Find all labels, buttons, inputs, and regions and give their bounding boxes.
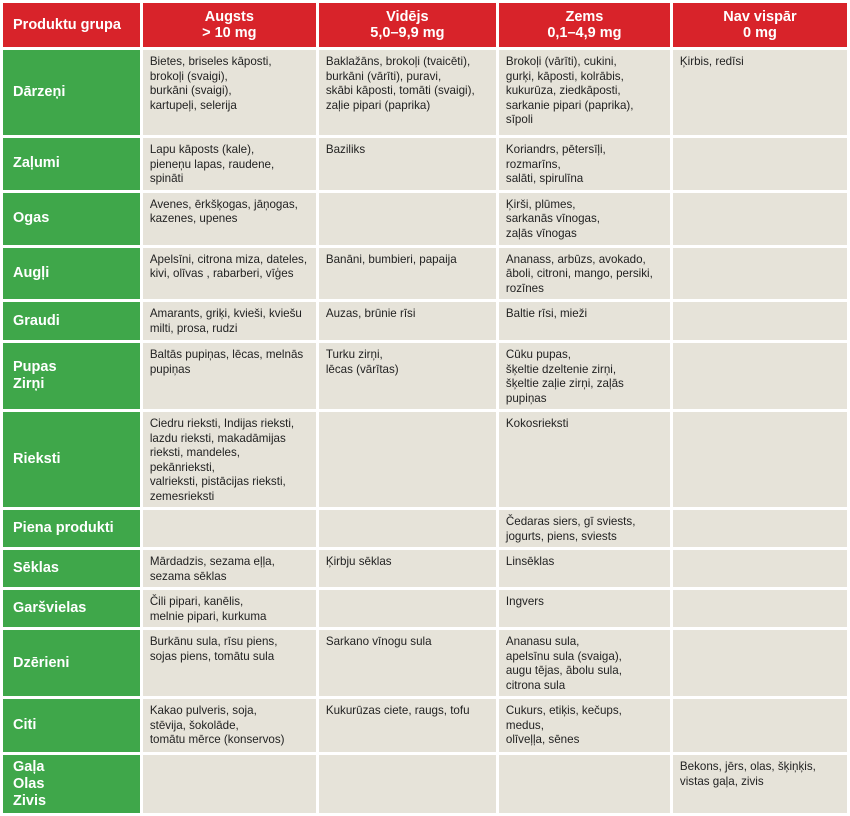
table-cell [142, 755, 316, 813]
table-cell: Amarants, griķi, kvieši, kviešu milti, p… [142, 302, 316, 340]
table-row: Graudi Amarants, griķi, kvieši, kviešu m… [3, 302, 847, 340]
table-row: Pupas Zirņi Baltās pupiņas, lēcas, melnā… [3, 343, 847, 409]
category-cell: Dzērieni [3, 630, 140, 696]
category-cell: Gaļa Olas Zivis [3, 755, 140, 813]
table-row: Ogas Avenes, ērkšķogas, jāņogas, kazenes… [3, 192, 847, 245]
category-cell: Piena produkti [3, 510, 140, 547]
table-cell: Baltie rīsi, mieži [498, 302, 670, 340]
category-cell: Pupas Zirņi [3, 343, 140, 409]
table-cell: Ingvers [498, 590, 670, 627]
table-cell: Ananass, arbūzs, avokado, āboli, citroni… [498, 247, 670, 299]
table-cell: Turku zirņi, lēcas (vārītas) [318, 343, 496, 409]
table-cell: Lapu kāposts (kale), pieneņu lapas, raud… [142, 138, 316, 190]
table-row: Citi Kakao pulveris, soja, stēvija, šoko… [3, 699, 847, 752]
table-cell [318, 412, 496, 507]
table-row: Gaļa Olas Zivis Bekons, jērs, olas, šķiņ… [3, 755, 847, 813]
table-cell: Ķirši, plūmes, sarkanās vīnogas, zaļās v… [498, 192, 670, 245]
table-cell [672, 192, 847, 245]
table-cell: Sarkano vīnogu sula [318, 630, 496, 696]
table-row: Piena produkti Čedaras siers, gī sviests… [3, 510, 847, 547]
table-cell [498, 755, 670, 813]
table-row: Dārzeņi Bietes, briseles kāposti, brokoļ… [3, 50, 847, 135]
table-cell [318, 510, 496, 547]
table-cell [672, 412, 847, 507]
header-product-group: Produktu grupa [3, 3, 140, 47]
header-high: Augsts > 10 mg [142, 3, 316, 47]
table-row: Zaļumi Lapu kāposts (kale), pieneņu lapa… [3, 138, 847, 190]
header-row: Produktu grupa Augsts > 10 mg Vidējs 5,0… [3, 3, 847, 47]
category-cell: Augļi [3, 247, 140, 299]
table-cell: Burkānu sula, rīsu piens, sojas piens, t… [142, 630, 316, 696]
table-row: Sēklas Mārdadzis, sezama eļļa, sezama sē… [3, 550, 847, 587]
category-cell: Sēklas [3, 550, 140, 587]
table-cell [672, 138, 847, 190]
category-cell: Rieksti [3, 412, 140, 507]
table-cell: Avenes, ērkšķogas, jāņogas, kazenes, upe… [142, 192, 316, 245]
table-cell: Banāni, bumbieri, papaija [318, 247, 496, 299]
table-cell: Bekons, jērs, olas, šķiņķis, vistas gaļa… [672, 755, 847, 813]
table-cell: Cukurs, etiķis, kečups, medus, olīveļļa,… [498, 699, 670, 752]
category-cell: Graudi [3, 302, 140, 340]
table-cell [672, 590, 847, 627]
header-medium: Vidējs 5,0–9,9 mg [318, 3, 496, 47]
table-cell: Auzas, brūnie rīsi [318, 302, 496, 340]
category-cell: Ogas [3, 192, 140, 245]
table-row: Augļi Apelsīni, citrona miza, dateles, k… [3, 247, 847, 299]
header-low: Zems 0,1–4,9 mg [498, 3, 670, 47]
table-cell [318, 590, 496, 627]
table-cell: Baziliks [318, 138, 496, 190]
table-row: Rieksti Ciedru rieksti, Indijas rieksti,… [3, 412, 847, 507]
category-cell: Zaļumi [3, 138, 140, 190]
table-cell: Cūku pupas, šķeltie dzeltenie zirņi, šķe… [498, 343, 670, 409]
table-cell [672, 302, 847, 340]
table-cell: Kakao pulveris, soja, stēvija, šokolāde,… [142, 699, 316, 752]
table-cell: Mārdadzis, sezama eļļa, sezama sēklas [142, 550, 316, 587]
table-row: Garšvielas Čili pipari, kanēlis, melnie … [3, 590, 847, 627]
category-cell: Citi [3, 699, 140, 752]
table-cell: Ananasu sula, apelsīnu sula (svaiga), au… [498, 630, 670, 696]
table-cell: Ķirbis, redīsi [672, 50, 847, 135]
table-cell: Čedaras siers, gī sviests, jogurts, pien… [498, 510, 670, 547]
table-cell: Čili pipari, kanēlis, melnie pipari, kur… [142, 590, 316, 627]
category-cell: Dārzeņi [3, 50, 140, 135]
table-row: Dzērieni Burkānu sula, rīsu piens, sojas… [3, 630, 847, 696]
header-none: Nav vispār 0 mg [672, 3, 847, 47]
table-cell [672, 343, 847, 409]
table-cell [672, 510, 847, 547]
table-cell [318, 192, 496, 245]
table-cell: Brokoļi (vārīti), cukini, gurķi, kāposti… [498, 50, 670, 135]
table-cell: Ķirbju sēklas [318, 550, 496, 587]
table-cell: Kukurūzas ciete, raugs, tofu [318, 699, 496, 752]
table-cell: Apelsīni, citrona miza, dateles, kivi, o… [142, 247, 316, 299]
category-cell: Garšvielas [3, 590, 140, 627]
table-cell: Baklažāns, brokoļi (tvaicēti), burkāni (… [318, 50, 496, 135]
table-cell: Linsēklas [498, 550, 670, 587]
table-cell: Ciedru rieksti, Indijas rieksti, lazdu r… [142, 412, 316, 507]
table-cell [672, 699, 847, 752]
table-cell: Baltās pupiņas, lēcas, melnās pupiņas [142, 343, 316, 409]
table-cell [672, 630, 847, 696]
table-cell [672, 550, 847, 587]
table-cell: Bietes, briseles kāposti, brokoļi (svaig… [142, 50, 316, 135]
table-cell: Koriandrs, pētersīļi, rozmarīns, salāti,… [498, 138, 670, 190]
table-cell [142, 510, 316, 547]
table-cell [318, 755, 496, 813]
table-cell: Kokosrieksti [498, 412, 670, 507]
table-cell [672, 247, 847, 299]
